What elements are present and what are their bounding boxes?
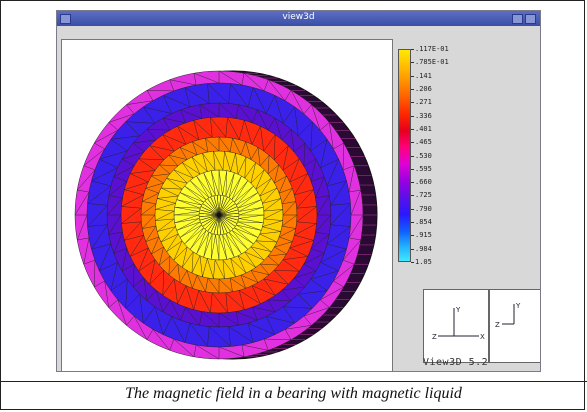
version-label: View3D 5.2 xyxy=(423,357,489,368)
title-bar[interactable]: view3d xyxy=(57,11,540,26)
maximize-icon[interactable] xyxy=(525,14,536,24)
axis-z-label: Z xyxy=(495,321,500,329)
color-scale-bar xyxy=(398,49,411,262)
axis-triad-panel-2: Y Z xyxy=(489,289,540,363)
axis-y-label: Y xyxy=(455,306,461,314)
legend-tick-label: .530 xyxy=(411,151,432,160)
legend-tick-label: .271 xyxy=(411,98,432,107)
3d-viewport[interactable] xyxy=(61,39,393,371)
disc-center xyxy=(217,213,221,217)
legend-tick-label: .854 xyxy=(411,218,432,227)
axis-z-label: Z xyxy=(432,333,437,341)
legend-tick-label: .465 xyxy=(411,138,432,147)
legend-tick-label: .915 xyxy=(411,231,432,240)
window-menu-icon[interactable] xyxy=(60,14,71,24)
legend-tick-label: .336 xyxy=(411,111,432,120)
axis-y-label: Y xyxy=(515,302,521,310)
legend-tick-label: .660 xyxy=(411,178,432,187)
axis-triad-panel-1: Y X Z xyxy=(423,289,489,363)
legend-tick-label: .401 xyxy=(411,124,432,133)
window-title: view3d xyxy=(282,12,315,22)
legend-tick-label: .141 xyxy=(411,71,432,80)
legend-tick-label: .595 xyxy=(411,164,432,173)
legend-tick-label: .117E-01 xyxy=(411,45,449,53)
caption-divider xyxy=(0,381,587,382)
minimize-icon[interactable] xyxy=(512,14,523,24)
legend-tick-label: .984 xyxy=(411,244,432,253)
magnetic-field-mesh xyxy=(74,70,378,360)
legend-tick-label: .785E-01 xyxy=(411,58,449,67)
legend-tick-label: .725 xyxy=(411,191,432,200)
legend-tick-label: .206 xyxy=(411,84,432,93)
legend-tick-label: .790 xyxy=(411,204,432,213)
view3d-window: view3d .117E-01 .785E-01 .141 .206 .271 .336.… xyxy=(56,10,541,372)
figure-caption: The magnetic field in a bearing with mag… xyxy=(125,385,462,402)
legend-tick-label: 1.05 xyxy=(411,258,432,266)
axis-x-label: X xyxy=(480,333,485,341)
